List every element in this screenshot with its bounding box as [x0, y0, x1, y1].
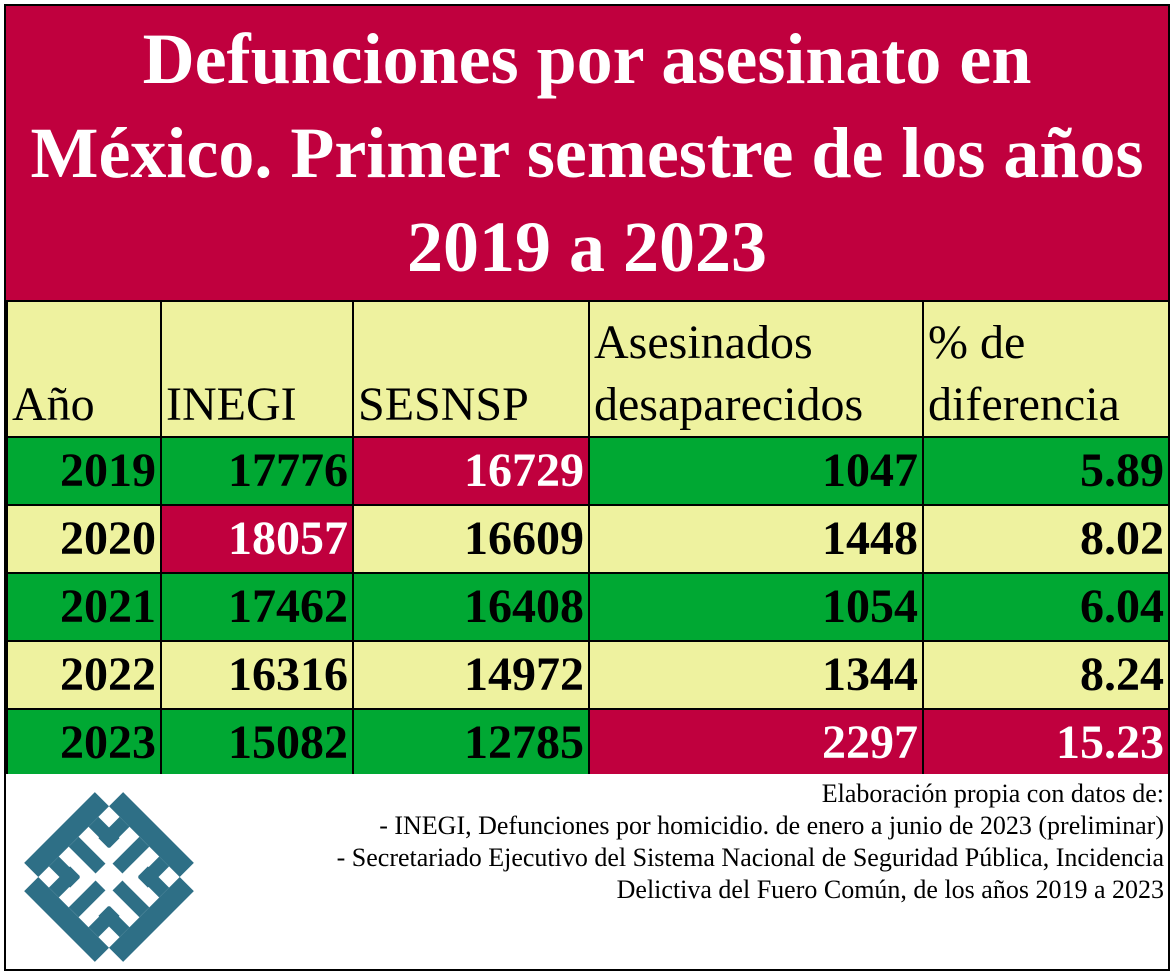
header-year: Año [6, 300, 162, 438]
table-row: 2019 17776 16729 1047 5.89 [6, 436, 1170, 506]
table-body: 2019 17776 16729 1047 5.89 2020 18057 16609 1448… [6, 436, 1170, 778]
mtm-logo-icon [24, 792, 194, 962]
chart-title: Defunciones por asesinato en México. Pri… [6, 6, 1168, 300]
cell-desaparecidos: 1047 [588, 436, 924, 506]
cell-inegi: 16316 [160, 640, 354, 710]
cell-pct: 15.23 [922, 708, 1170, 778]
header-inegi: INEGI [160, 300, 354, 438]
cell-year: 2021 [6, 572, 162, 642]
header-pct-line1: % de [928, 316, 1026, 369]
cell-year: 2019 [6, 436, 162, 506]
table-row: 2023 15082 12785 2297 15.23 [6, 708, 1170, 778]
header-pct: % de diferencia [922, 300, 1170, 438]
header-row: Año INEGI SESNSP Asesinados desaparecidos… [6, 300, 1170, 438]
cell-year: 2022 [6, 640, 162, 710]
cell-year: 2020 [6, 504, 162, 574]
table-row: 2022 16316 14972 1344 8.24 [6, 640, 1170, 710]
cell-sesnsp: 16408 [352, 572, 590, 642]
cell-inegi: 15082 [160, 708, 354, 778]
cell-pct: 8.02 [922, 504, 1170, 574]
cell-sesnsp: 12785 [352, 708, 590, 778]
cell-inegi: 17462 [160, 572, 354, 642]
source-line: - Secretariado Ejecutivo del Sistema Nac… [336, 843, 1164, 872]
cell-sesnsp: 16609 [352, 504, 590, 574]
cell-inegi: 17776 [160, 436, 354, 506]
cell-pct: 5.89 [922, 436, 1170, 506]
cell-inegi: 18057 [160, 504, 354, 574]
sources-note: Elaboración propia con datos de: - INEGI,… [337, 778, 1164, 906]
cell-desaparecidos: 1448 [588, 504, 924, 574]
cell-desaparecidos: 1344 [588, 640, 924, 710]
source-line: Delictiva del Fuero Común, de los años 2… [616, 875, 1164, 904]
cell-pct: 8.24 [922, 640, 1170, 710]
table-row: 2020 18057 16609 1448 8.02 [6, 504, 1170, 574]
cell-pct: 6.04 [922, 572, 1170, 642]
header-sesnsp: SESNSP [352, 300, 590, 438]
source-line: Elaboración propia con datos de: [821, 779, 1164, 808]
cell-sesnsp: 16729 [352, 436, 590, 506]
cell-desaparecidos: 2297 [588, 708, 924, 778]
header-desaparecidos-line2: desaparecidos [594, 378, 864, 431]
table-row: 2021 17462 16408 1054 6.04 [6, 572, 1170, 642]
cell-sesnsp: 14972 [352, 640, 590, 710]
cell-desaparecidos: 1054 [588, 572, 924, 642]
header-desaparecidos-line1: Asesinados [594, 316, 813, 369]
header-pct-line2: diferencia [928, 378, 1120, 431]
infographic-frame: Defunciones por asesinato en México. Pri… [4, 4, 1170, 971]
data-table: Año INEGI SESNSP Asesinados desaparecidos… [6, 300, 1170, 778]
header-desaparecidos: Asesinados desaparecidos [588, 300, 924, 438]
footer: Elaboración propia con datos de: - INEGI,… [6, 774, 1168, 969]
cell-year: 2023 [6, 708, 162, 778]
source-line: - INEGI, Defunciones por homicidio. de e… [379, 811, 1164, 840]
